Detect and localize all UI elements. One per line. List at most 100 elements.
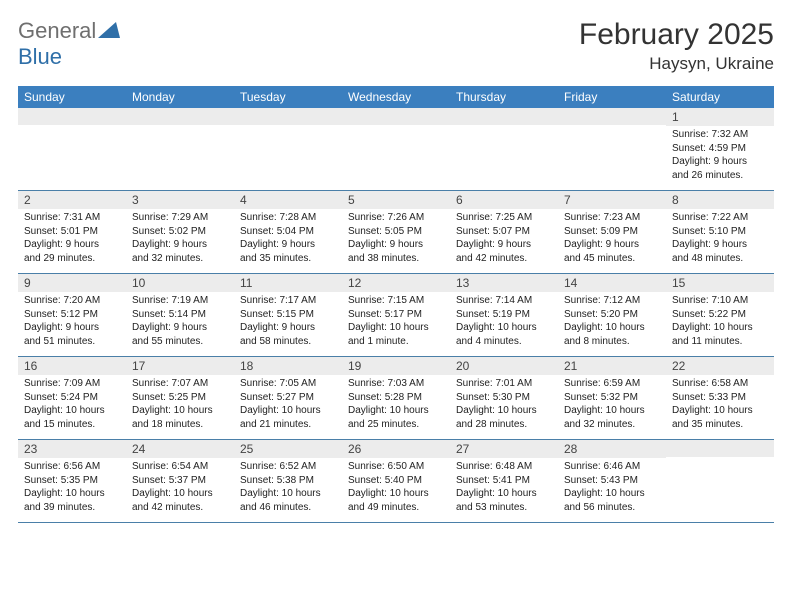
detail-line: Daylight: 10 hours [672, 404, 768, 418]
calendar-day-cell: 5Sunrise: 7:26 AMSunset: 5:05 PMDaylight… [342, 191, 450, 274]
detail-line: Sunrise: 7:09 AM [24, 377, 120, 391]
detail-line: Daylight: 10 hours [132, 404, 228, 418]
calendar-day-cell: 8Sunrise: 7:22 AMSunset: 5:10 PMDaylight… [666, 191, 774, 274]
day-details: Sunrise: 6:48 AMSunset: 5:41 PMDaylight:… [450, 458, 558, 518]
detail-line: Sunset: 5:10 PM [672, 225, 768, 239]
detail-line: Sunset: 5:40 PM [348, 474, 444, 488]
detail-line: and 26 minutes. [672, 169, 768, 183]
day-details: Sunrise: 6:46 AMSunset: 5:43 PMDaylight:… [558, 458, 666, 518]
detail-line: Sunset: 5:35 PM [24, 474, 120, 488]
day-details: Sunrise: 7:26 AMSunset: 5:05 PMDaylight:… [342, 209, 450, 269]
day-number: 26 [342, 440, 450, 458]
detail-line: Sunrise: 6:48 AM [456, 460, 552, 474]
detail-line: and 45 minutes. [564, 252, 660, 266]
day-details: Sunrise: 7:23 AMSunset: 5:09 PMDaylight:… [558, 209, 666, 269]
detail-line: Sunrise: 7:14 AM [456, 294, 552, 308]
detail-line: Sunrise: 7:01 AM [456, 377, 552, 391]
detail-line: Sunset: 5:27 PM [240, 391, 336, 405]
detail-line: Daylight: 9 hours [240, 238, 336, 252]
calendar-day-cell: 17Sunrise: 7:07 AMSunset: 5:25 PMDayligh… [126, 357, 234, 440]
calendar-day-cell: 21Sunrise: 6:59 AMSunset: 5:32 PMDayligh… [558, 357, 666, 440]
detail-line: Sunset: 5:32 PM [564, 391, 660, 405]
day-details: Sunrise: 7:25 AMSunset: 5:07 PMDaylight:… [450, 209, 558, 269]
day-number: 15 [666, 274, 774, 292]
detail-line: and 48 minutes. [672, 252, 768, 266]
calendar-day-cell [558, 108, 666, 191]
calendar-day-cell: 2Sunrise: 7:31 AMSunset: 5:01 PMDaylight… [18, 191, 126, 274]
calendar-day-cell: 7Sunrise: 7:23 AMSunset: 5:09 PMDaylight… [558, 191, 666, 274]
detail-line: Sunset: 5:28 PM [348, 391, 444, 405]
detail-line: and 32 minutes. [132, 252, 228, 266]
detail-line: Sunrise: 7:31 AM [24, 211, 120, 225]
calendar-day-cell: 3Sunrise: 7:29 AMSunset: 5:02 PMDaylight… [126, 191, 234, 274]
weekday-header: Friday [558, 86, 666, 108]
detail-line: Sunrise: 7:23 AM [564, 211, 660, 225]
detail-line: Sunset: 5:20 PM [564, 308, 660, 322]
day-number: 10 [126, 274, 234, 292]
calendar-day-cell: 24Sunrise: 6:54 AMSunset: 5:37 PMDayligh… [126, 440, 234, 523]
detail-line: Sunset: 5:43 PM [564, 474, 660, 488]
day-number: 24 [126, 440, 234, 458]
detail-line: Daylight: 9 hours [348, 238, 444, 252]
calendar-day-cell: 25Sunrise: 6:52 AMSunset: 5:38 PMDayligh… [234, 440, 342, 523]
day-details: Sunrise: 7:32 AMSunset: 4:59 PMDaylight:… [666, 126, 774, 186]
logo-text-general: General [18, 18, 96, 43]
day-details: Sunrise: 7:10 AMSunset: 5:22 PMDaylight:… [666, 292, 774, 352]
day-details: Sunrise: 7:09 AMSunset: 5:24 PMDaylight:… [18, 375, 126, 435]
calendar-day-cell: 27Sunrise: 6:48 AMSunset: 5:41 PMDayligh… [450, 440, 558, 523]
calendar-day-cell [234, 108, 342, 191]
detail-line: and 38 minutes. [348, 252, 444, 266]
detail-line: Sunset: 5:30 PM [456, 391, 552, 405]
detail-line: Sunrise: 6:50 AM [348, 460, 444, 474]
detail-line: and 49 minutes. [348, 501, 444, 515]
detail-line: and 32 minutes. [564, 418, 660, 432]
day-number: 9 [18, 274, 126, 292]
detail-line: Sunrise: 7:32 AM [672, 128, 768, 142]
calendar-day-cell: 16Sunrise: 7:09 AMSunset: 5:24 PMDayligh… [18, 357, 126, 440]
detail-line: Sunset: 4:59 PM [672, 142, 768, 156]
detail-line: Sunrise: 7:03 AM [348, 377, 444, 391]
calendar-day-cell [18, 108, 126, 191]
detail-line: Sunset: 5:25 PM [132, 391, 228, 405]
day-number: 6 [450, 191, 558, 209]
day-number: 13 [450, 274, 558, 292]
day-details: Sunrise: 7:05 AMSunset: 5:27 PMDaylight:… [234, 375, 342, 435]
detail-line: Sunrise: 7:20 AM [24, 294, 120, 308]
day-number: 7 [558, 191, 666, 209]
detail-line: Sunrise: 7:29 AM [132, 211, 228, 225]
detail-line: Sunrise: 7:10 AM [672, 294, 768, 308]
detail-line: Sunset: 5:24 PM [24, 391, 120, 405]
calendar-page: General Blue February 2025 Haysyn, Ukrai… [0, 0, 792, 533]
day-number: 12 [342, 274, 450, 292]
calendar-day-cell: 18Sunrise: 7:05 AMSunset: 5:27 PMDayligh… [234, 357, 342, 440]
day-number: 22 [666, 357, 774, 375]
day-details: Sunrise: 7:15 AMSunset: 5:17 PMDaylight:… [342, 292, 450, 352]
location: Haysyn, Ukraine [579, 54, 774, 74]
detail-line: Sunset: 5:12 PM [24, 308, 120, 322]
detail-line: Daylight: 9 hours [24, 321, 120, 335]
weekday-header: Wednesday [342, 86, 450, 108]
day-details: Sunrise: 6:54 AMSunset: 5:37 PMDaylight:… [126, 458, 234, 518]
day-number: 20 [450, 357, 558, 375]
detail-line: Sunset: 5:15 PM [240, 308, 336, 322]
detail-line: and 28 minutes. [456, 418, 552, 432]
detail-line: and 15 minutes. [24, 418, 120, 432]
calendar-day-cell: 11Sunrise: 7:17 AMSunset: 5:15 PMDayligh… [234, 274, 342, 357]
weekday-header: Monday [126, 86, 234, 108]
day-number: 3 [126, 191, 234, 209]
day-number: 1 [666, 108, 774, 126]
weekday-header: Thursday [450, 86, 558, 108]
detail-line: and 55 minutes. [132, 335, 228, 349]
calendar-day-cell: 13Sunrise: 7:14 AMSunset: 5:19 PMDayligh… [450, 274, 558, 357]
calendar-day-cell: 14Sunrise: 7:12 AMSunset: 5:20 PMDayligh… [558, 274, 666, 357]
weekday-header: Saturday [666, 86, 774, 108]
brand-logo: General Blue [18, 18, 120, 70]
day-details: Sunrise: 7:22 AMSunset: 5:10 PMDaylight:… [666, 209, 774, 269]
calendar-day-cell [342, 108, 450, 191]
detail-line: Sunrise: 6:58 AM [672, 377, 768, 391]
detail-line: Daylight: 10 hours [564, 321, 660, 335]
empty-day [126, 108, 234, 125]
day-details: Sunrise: 7:31 AMSunset: 5:01 PMDaylight:… [18, 209, 126, 269]
detail-line: Sunrise: 6:56 AM [24, 460, 120, 474]
day-number: 18 [234, 357, 342, 375]
